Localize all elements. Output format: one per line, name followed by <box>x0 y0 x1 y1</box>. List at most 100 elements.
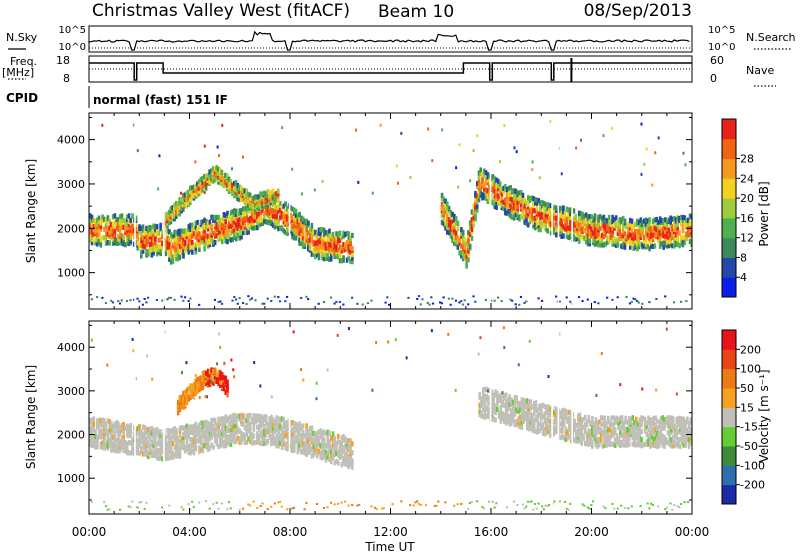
sparse-cell <box>558 332 561 336</box>
data-cell <box>671 422 675 428</box>
data-cell <box>511 200 514 206</box>
scatter-cell <box>382 507 385 510</box>
data-cell <box>639 225 643 232</box>
data-cell <box>467 243 470 249</box>
data-cell <box>245 200 248 207</box>
data-cell <box>546 209 549 215</box>
scatter-cell <box>198 501 201 504</box>
data-cell <box>234 180 238 186</box>
data-cell <box>558 225 562 231</box>
data-cell <box>513 395 517 401</box>
data-cell <box>584 223 588 229</box>
data-cell <box>538 411 541 418</box>
data-cell <box>145 429 148 436</box>
data-cell <box>103 435 106 441</box>
data-cell <box>611 214 614 221</box>
data-cell <box>243 439 247 445</box>
data-cell <box>482 168 486 174</box>
data-cell <box>681 242 685 248</box>
data-cell <box>90 240 94 246</box>
data-cell <box>333 244 337 250</box>
data-cell <box>92 442 96 448</box>
data-cell <box>477 189 481 195</box>
data-cell <box>596 423 599 430</box>
data-cell <box>493 197 497 203</box>
data-cell <box>131 213 134 219</box>
data-cell <box>178 254 182 260</box>
data-cell <box>201 187 204 193</box>
data-cell <box>227 188 231 194</box>
data-cell <box>247 428 250 434</box>
data-cell <box>231 413 235 419</box>
scatter-cell <box>338 301 341 304</box>
data-cell <box>263 217 266 224</box>
data-cell <box>236 232 240 238</box>
scatter-cell <box>247 503 250 506</box>
scatter-cell <box>180 506 183 509</box>
data-cell <box>245 217 249 223</box>
data-cell <box>293 420 296 427</box>
data-cell <box>533 208 537 214</box>
data-cell <box>111 236 115 242</box>
data-cell <box>322 453 326 459</box>
data-cell <box>261 207 264 214</box>
data-cell <box>646 243 650 250</box>
data-cell <box>166 433 169 439</box>
data-cell <box>256 417 259 423</box>
data-cell <box>342 434 345 440</box>
data-cell <box>198 425 201 431</box>
data-cell <box>187 248 191 254</box>
data-cell <box>208 431 212 437</box>
freq-line <box>89 62 692 81</box>
data-cell <box>157 439 161 445</box>
data-cell <box>512 208 516 214</box>
data-cell <box>329 242 333 249</box>
data-cell <box>169 249 173 255</box>
data-cell <box>662 225 665 232</box>
data-cell <box>331 455 335 461</box>
scatter-cell <box>189 297 192 300</box>
data-cell <box>178 243 182 249</box>
data-cell <box>192 441 196 448</box>
data-cell <box>461 250 465 256</box>
sparse-cell <box>218 332 221 336</box>
data-cell <box>643 242 646 249</box>
data-cell <box>224 179 227 185</box>
data-cell <box>331 431 335 437</box>
data-cell <box>192 445 196 451</box>
data-cell <box>478 408 482 414</box>
data-cell <box>182 404 185 410</box>
data-cell <box>218 167 222 173</box>
data-cell <box>555 205 558 211</box>
data-cell <box>576 413 580 419</box>
data-cell <box>271 429 275 435</box>
data-cell <box>176 410 180 416</box>
scatter-cell <box>419 504 422 507</box>
data-cell <box>150 241 154 247</box>
data-cell <box>524 398 527 405</box>
data-cell <box>487 395 490 401</box>
data-cell <box>592 435 596 441</box>
data-cell <box>164 438 168 444</box>
scatter-cell <box>143 297 146 300</box>
data-cell <box>680 439 684 445</box>
data-cell <box>289 443 293 449</box>
data-cell <box>349 438 352 444</box>
data-cell <box>607 225 611 231</box>
data-cell <box>117 425 120 431</box>
data-cell <box>241 196 245 202</box>
data-cell <box>561 422 564 428</box>
data-cell <box>638 426 642 432</box>
data-cell <box>152 240 155 246</box>
data-cell <box>467 230 470 236</box>
data-cell <box>329 444 333 451</box>
data-cell <box>504 420 508 426</box>
data-cell <box>259 421 263 427</box>
data-cell <box>189 436 192 443</box>
data-cell <box>347 443 351 450</box>
data-cell <box>672 223 676 229</box>
data-cell <box>284 220 287 226</box>
data-cell <box>623 222 627 228</box>
data-cell <box>224 219 228 225</box>
data-cell <box>115 240 118 246</box>
